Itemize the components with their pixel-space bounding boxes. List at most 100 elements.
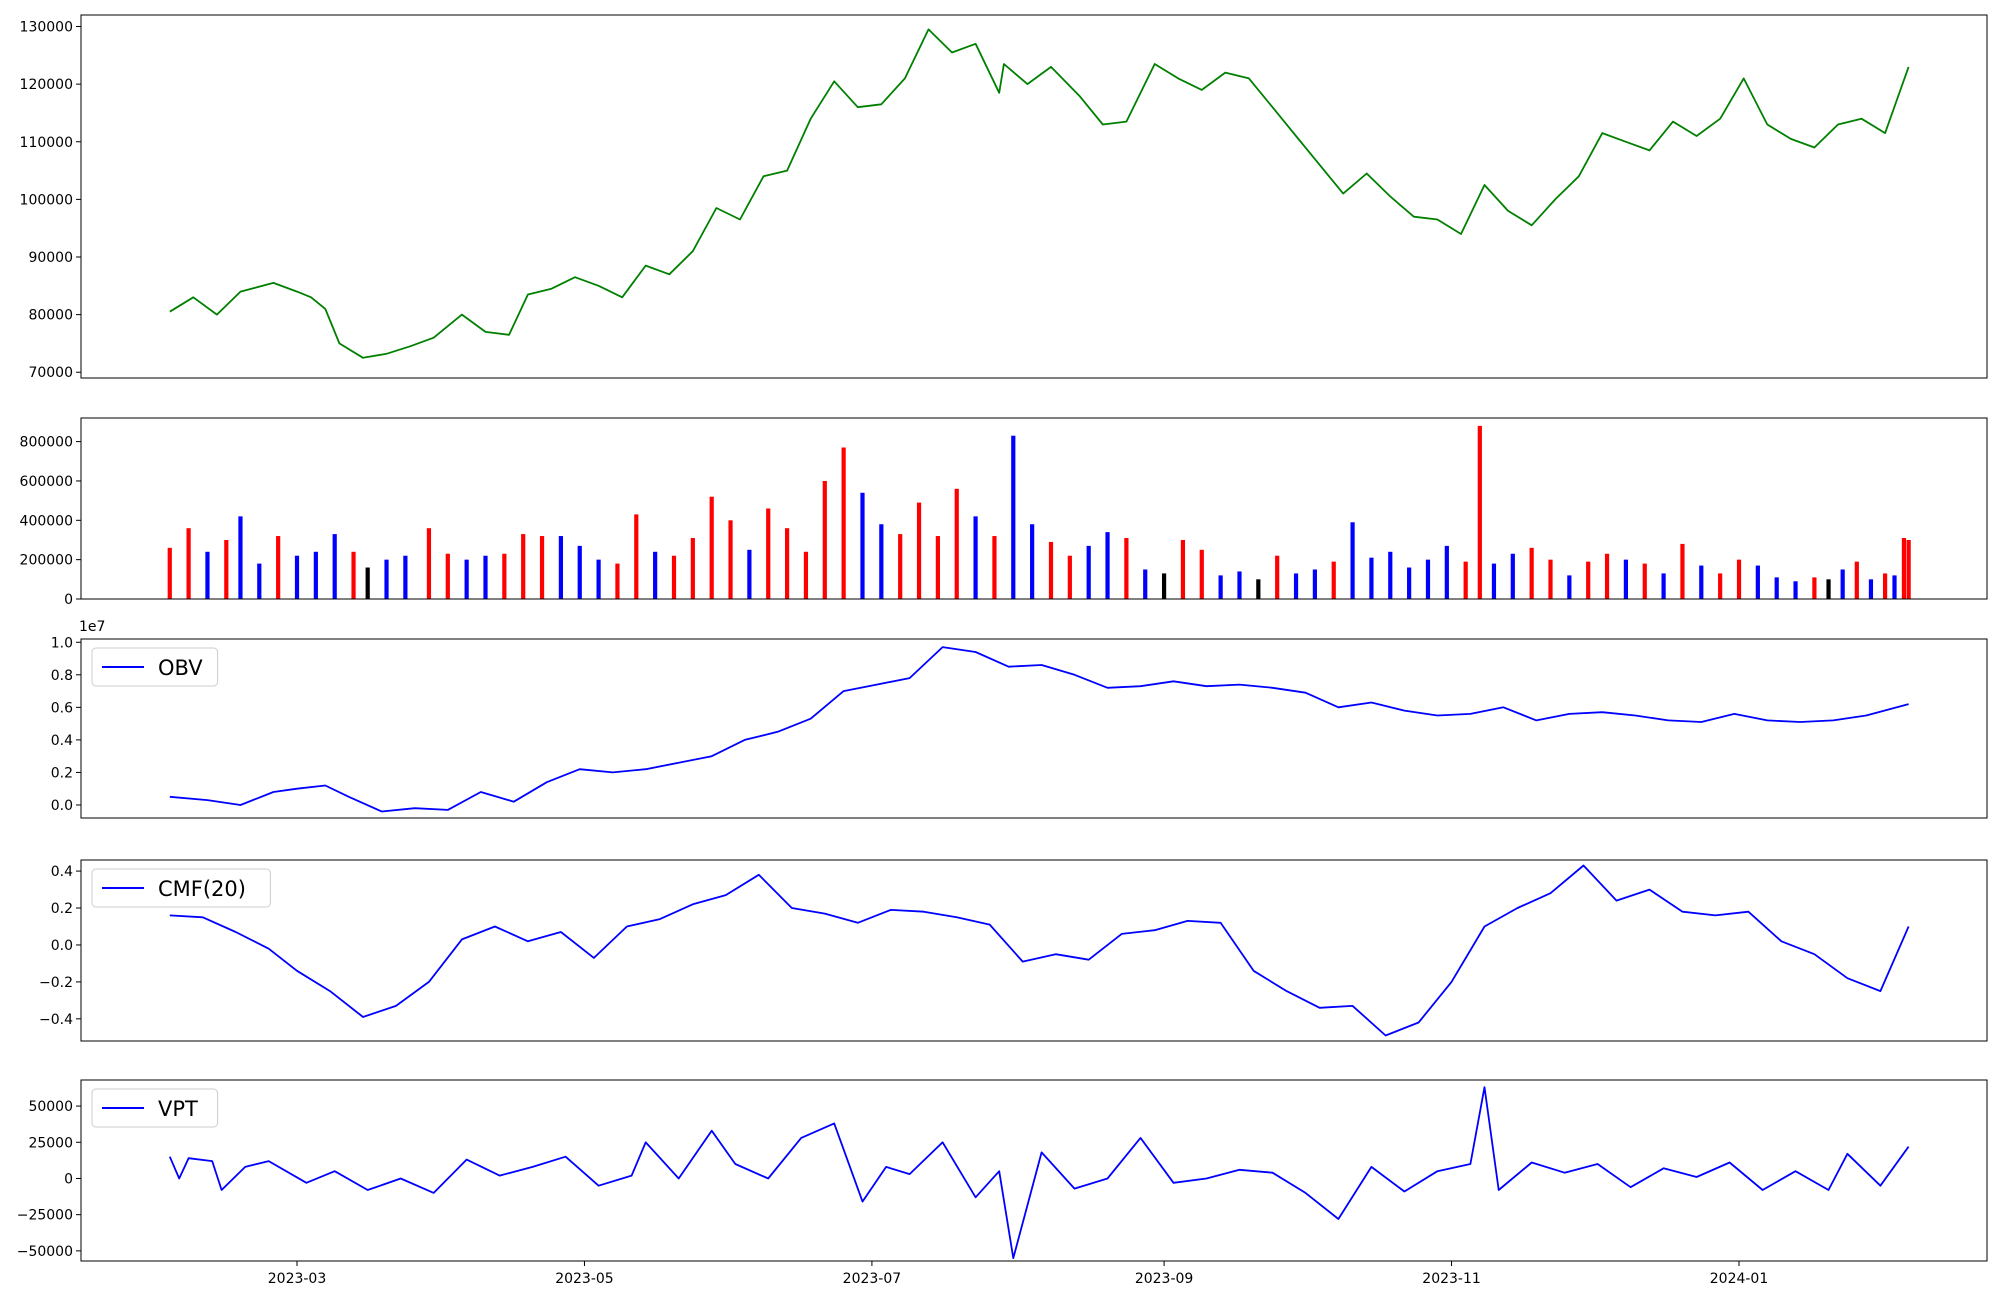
volume-panel: 0 200000 400000 600000 800000 [20,417,1988,608]
volume-bar [709,496,714,599]
volume-bar [766,508,771,599]
cmf-legend-label: CMF(20) [158,877,246,901]
volume-bar [1256,579,1261,599]
volume-bar [1604,553,1610,599]
obv-ytick-label: 0.4 [51,733,73,749]
volume-bar [1793,581,1798,599]
obv-axes-frame [80,638,1988,819]
volume-bar [1030,524,1035,599]
volume-bar [365,567,370,599]
volume-bar [1312,569,1317,599]
cmf-legend: CMF(20) [91,868,271,908]
volume-bar [539,536,545,599]
vpt-ytick-label: 25000 [28,1135,73,1151]
vpt-series-line [168,1086,1910,1259]
volume-bar [1388,551,1393,599]
obv-ytick-label: 1.0 [51,635,73,651]
volume-bar [1882,573,1888,599]
volume-bar [464,559,469,599]
obv-ytick-label: 0.0 [51,798,73,814]
price-axes-frame [80,14,1988,379]
volume-bar [1892,575,1897,599]
volume-bar [1774,577,1779,599]
volume-bar [1755,565,1760,599]
volume-bar [634,514,639,599]
volume-bar [841,447,846,599]
volume-bar [1293,573,1299,599]
price-panel: 70000 80000 90000 100000 110000 120000 130000 [20,14,1988,381]
volume-bar [558,536,563,599]
x-tick-label: 2023-05 [555,1271,614,1287]
volume-bar [1011,435,1016,599]
volume-bar [1623,559,1629,599]
vpt-ytick-label: −50000 [17,1244,73,1260]
volume-bar [1425,559,1431,599]
vpt-ytick-label: 0 [64,1171,73,1187]
volume-bar [671,555,677,599]
volume-bar [1218,575,1223,599]
volume-bar [521,534,526,599]
obv-offset-label: 1e7 [79,619,105,635]
volume-bar [879,524,884,599]
volume-bar [1369,557,1374,599]
volume-bar [1086,545,1091,599]
volume-bar [1699,565,1704,599]
volume-bar [577,545,582,599]
volume-bar [822,480,827,599]
volume-bar [483,555,488,599]
cmf-ytick-label: 0.0 [51,938,73,954]
obv-ytick-label: 0.2 [51,765,73,781]
cmf-legend-box [91,868,271,908]
volume-bar [502,553,507,599]
volume-bar [167,547,172,599]
x-tick-label: 2023-03 [268,1271,327,1287]
volume-bar [992,536,997,599]
volume-ytick-label: 400000 [20,513,73,529]
volume-bar [1463,561,1468,599]
cmf-ytick-label: 0.4 [51,864,73,880]
volume-bar [276,536,281,599]
volume-bar [1642,563,1647,599]
volume-bar [1143,569,1148,599]
volume-ytick-label: 0 [64,592,73,608]
volume-bar [935,536,940,599]
x-tick-label: 2023-11 [1422,1271,1481,1287]
volume-bar [1048,541,1054,599]
obv-panel: 0.0 0.2 0.4 0.6 0.8 1.0 1e7 OBV [51,619,1988,819]
volume-ytick-label: 800000 [20,435,73,451]
volume-bar [1840,569,1845,599]
volume-ytick-label: 600000 [20,474,73,490]
volume-bar [973,516,978,599]
vpt-ytick-label: −25000 [17,1208,73,1224]
price-ytick-label: 90000 [28,250,73,266]
volume-bar [238,516,243,599]
volume-bar [445,553,450,599]
volume-bar [1548,559,1553,599]
volume-bar [1567,575,1572,599]
volume-bar [1161,573,1167,599]
price-ytick-label: 80000 [28,308,73,324]
price-ytick-label: 120000 [20,77,73,93]
volume-bar [1736,559,1742,599]
volume-bar [1444,545,1449,599]
volume-bar [898,534,903,599]
obv-legend-box [91,647,219,687]
volume-bar [1199,549,1204,599]
price-ytick-label: 130000 [20,20,73,36]
volume-bar [257,563,262,599]
x-tick-label: 2023-09 [1135,1271,1194,1287]
volume-bar [224,539,229,599]
volume-bar [1067,555,1072,599]
volume-bar [186,528,191,599]
obv-legend: OBV [91,647,219,687]
cmf-ytick-label: 0.2 [51,901,73,917]
vpt-axes-frame [80,1079,1988,1262]
volume-bar [1237,571,1242,599]
volume-bar [1529,547,1534,599]
volume-bar [1491,563,1497,599]
vpt-legend: VPT [91,1088,219,1128]
volume-bar [728,520,733,599]
volume-bar [205,551,210,599]
volume-bar [1854,561,1859,599]
vpt-legend-label: VPT [158,1097,198,1121]
